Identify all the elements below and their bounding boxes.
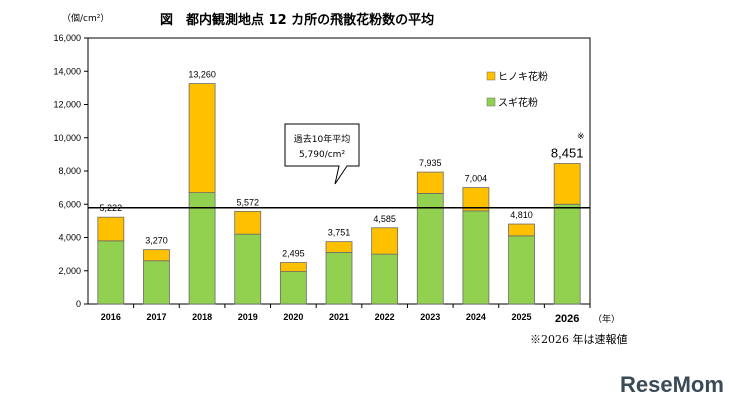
x-tick-label: 2025 — [512, 312, 532, 322]
bar-hinoki — [143, 249, 170, 262]
bar-hinoki — [97, 216, 125, 242]
bar-sugi — [188, 192, 216, 305]
preliminary-asterisk: ※ — [577, 132, 585, 142]
x-tick-label: 2016 — [101, 312, 121, 322]
bar-sugi — [97, 240, 125, 305]
bar-total-label: 7,935 — [419, 158, 442, 168]
bar-total-label: 3,751 — [328, 228, 351, 238]
y-tick-label: 2,000 — [58, 266, 81, 276]
bar-sugi — [508, 235, 535, 305]
bar-total-label: 5,572 — [236, 197, 259, 207]
y-tick-label: 12,000 — [53, 100, 81, 110]
y-tick-label: 4,000 — [58, 233, 81, 243]
bar-total-label: 7,004 — [465, 174, 488, 184]
logo-text: ReseMom — [620, 372, 724, 397]
bars — [97, 83, 581, 305]
y-tick-label: 16,000 — [53, 33, 81, 43]
x-tick-label: 2022 — [375, 312, 395, 322]
callout-line2: 5,790/cm² — [299, 150, 346, 160]
bar-hinoki — [508, 223, 535, 237]
bar-sugi — [279, 271, 307, 305]
x-tick-label: 2018 — [192, 312, 212, 322]
legend-hinoki-label: ヒノキ花粉 — [498, 70, 548, 83]
bar-hinoki — [416, 171, 444, 194]
x-axis-ticks: 2016 2017 2018 2019 2020 2021 2022 2023 2024 2025… — [101, 304, 591, 325]
bar-hinoki — [553, 163, 581, 205]
x-tick-label: 2017 — [146, 312, 166, 322]
callout-bubble — [284, 123, 360, 185]
bar-total-label: 4,585 — [373, 214, 396, 224]
y-tick-label: 6,000 — [58, 199, 81, 209]
brand-logo: ReseMom — [620, 372, 724, 397]
bar-hinoki — [279, 262, 307, 272]
y-tick-label: 14,000 — [53, 66, 81, 76]
footnote: ※2026 年は速報値 — [530, 332, 628, 346]
x-tick-label: 2021 — [329, 312, 349, 322]
bar-total-label: 2,495 — [282, 249, 305, 259]
x-tick-label: 2023 — [420, 312, 440, 322]
bar-hinoki — [462, 187, 490, 212]
x-tick-label: 2024 — [466, 312, 486, 322]
x-tick-label: 2020 — [283, 312, 303, 322]
bar-total-label: 8,451 — [551, 146, 584, 161]
bar-total-label: 3,270 — [145, 236, 168, 246]
bar-sugi — [325, 252, 353, 305]
bar-sugi — [416, 193, 444, 305]
bar-sugi — [553, 203, 581, 305]
callout-line1: 過去10年平均 — [294, 133, 350, 145]
y-axis-unit: （個/cm²） — [62, 12, 109, 24]
bar-total-label: 13,260 — [188, 70, 216, 80]
bar-sugi — [143, 260, 170, 305]
bar-hinoki — [325, 241, 353, 253]
bar-sugi — [462, 210, 490, 305]
legend-sugi-swatch — [486, 97, 496, 107]
legend: ヒノキ花粉 スギ花粉 — [486, 70, 548, 109]
x-tick-label: 2019 — [238, 312, 258, 322]
y-tick-label: 8,000 — [58, 166, 81, 176]
legend-sugi-label: スギ花粉 — [498, 96, 538, 109]
bar-hinoki — [234, 210, 262, 235]
x-tick-label: 2026 — [555, 313, 579, 325]
bar-sugi — [371, 253, 399, 305]
bar-hinoki — [188, 83, 216, 194]
x-axis-unit: （年） — [593, 313, 620, 325]
legend-hinoki-swatch — [486, 71, 496, 81]
y-tick-label: 0 — [76, 299, 81, 309]
y-axis-ticks: 0 2,000 4,000 6,000 8,000 10,000 12,000 14,000 1… — [53, 33, 88, 309]
y-tick-label: 10,000 — [53, 133, 81, 143]
chart-title: 図 都内観測地点 12 カ所の飛散花粉数の平均 — [160, 12, 434, 28]
bar-sugi — [234, 233, 262, 305]
bar-total-label: 4,810 — [510, 210, 533, 220]
bar-hinoki — [371, 227, 399, 255]
average-callout: 過去10年平均 5,790/cm² — [284, 123, 360, 185]
